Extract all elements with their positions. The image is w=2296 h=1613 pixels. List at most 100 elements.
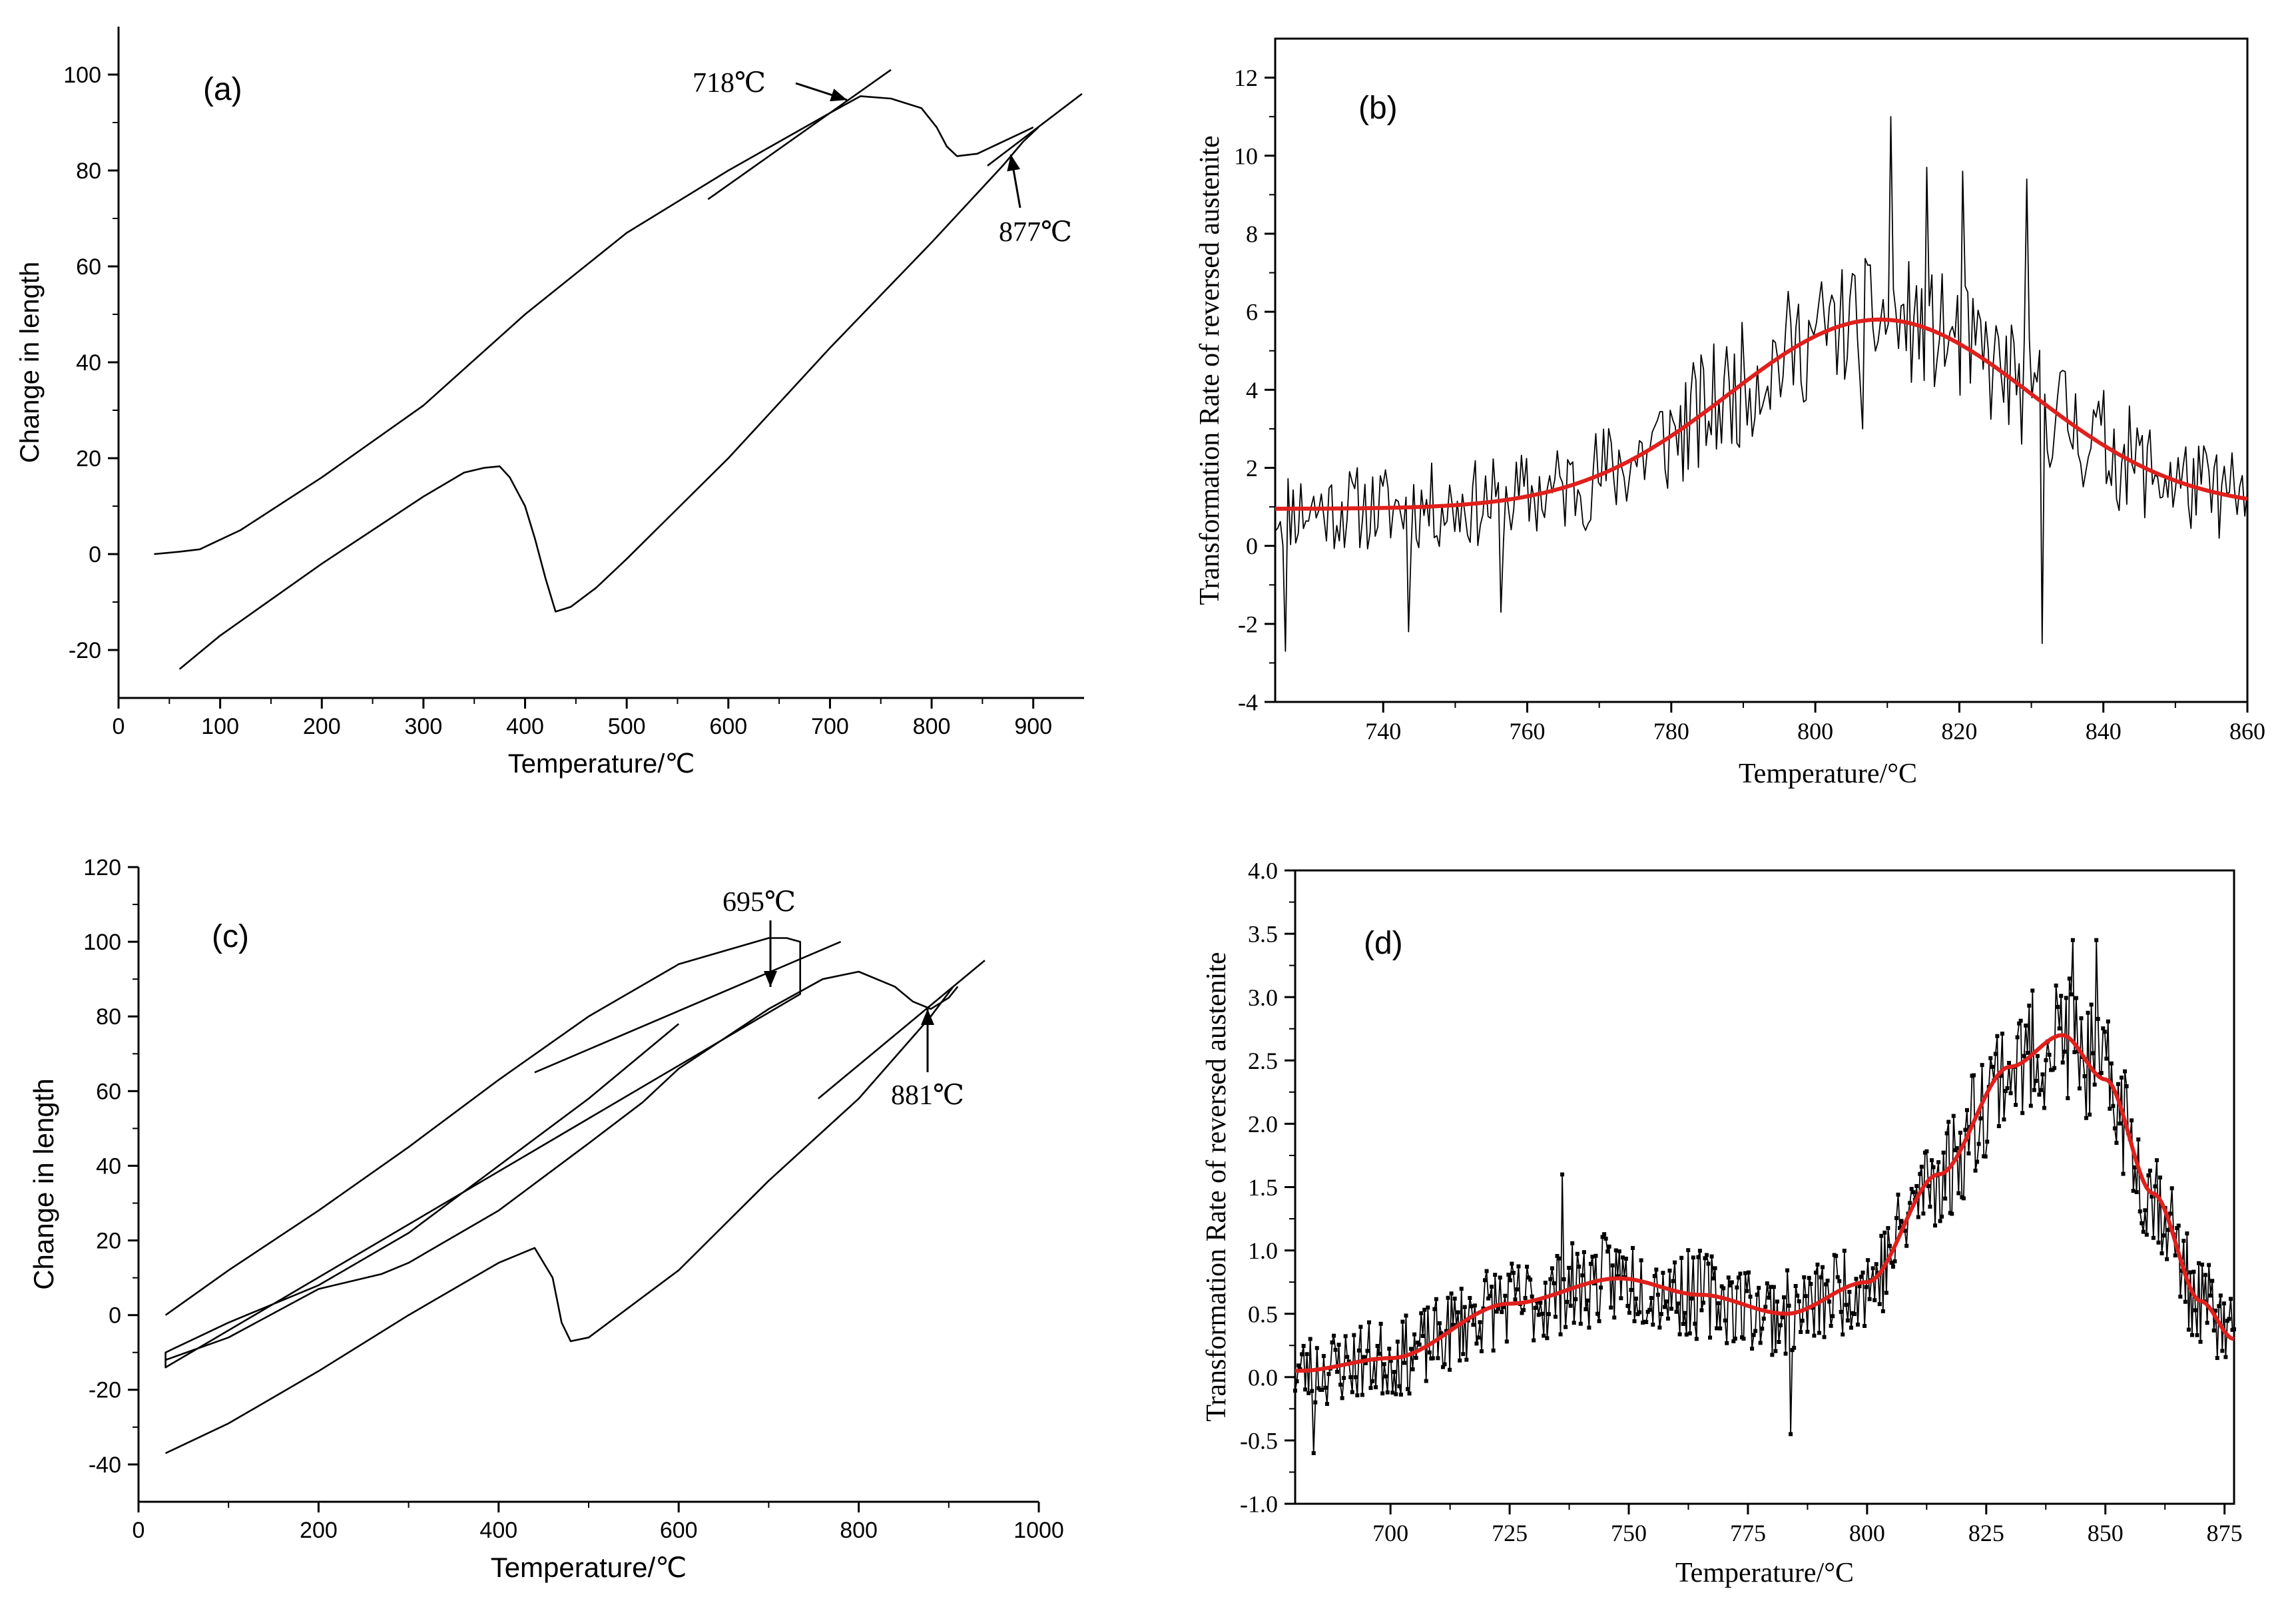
- raw-data-point: [1603, 1236, 1608, 1241]
- series-line-tangent-low: [534, 940, 842, 1074]
- raw-data-point: [1564, 1325, 1568, 1329]
- raw-data-point: [1578, 1321, 1583, 1326]
- y-tick-label: 4: [1246, 377, 1258, 404]
- raw-data-point: [1866, 1258, 1870, 1263]
- raw-data-point: [1911, 1190, 1916, 1195]
- raw-data-point: [1404, 1313, 1408, 1318]
- y-tick-label: 2.0: [1248, 1111, 1278, 1137]
- raw-data-point: [1993, 1052, 1998, 1056]
- raw-data-point: [1567, 1265, 1572, 1270]
- raw-data-point: [1419, 1311, 1424, 1315]
- annotation-label: 718℃: [693, 68, 766, 99]
- y-tick-label: 3.5: [1248, 921, 1278, 948]
- raw-data-point: [1412, 1332, 1417, 1337]
- raw-data-point: [1615, 1274, 1620, 1279]
- y-tick-label: -20: [69, 638, 101, 663]
- raw-data-point: [1346, 1359, 1351, 1364]
- raw-data-point: [1975, 1159, 1980, 1164]
- raw-data-point: [1750, 1347, 1755, 1351]
- raw-data-point: [1340, 1396, 1344, 1401]
- raw-data-point: [2077, 1086, 2082, 1091]
- raw-data-point: [1677, 1332, 1682, 1337]
- series-line-tangent-high: [817, 960, 986, 1100]
- raw-data-point: [2188, 1270, 2193, 1275]
- raw-data-point: [2044, 1058, 2048, 1062]
- raw-data-point: [1780, 1315, 1785, 1319]
- raw-data-point: [1807, 1275, 1811, 1280]
- raw-data-point: [1461, 1352, 1466, 1357]
- raw-data-point: [1835, 1275, 1840, 1279]
- raw-data-point: [1388, 1359, 1393, 1363]
- raw-data-point: [1837, 1279, 1842, 1283]
- raw-data-point: [1748, 1295, 1753, 1299]
- raw-data-point: [1803, 1294, 1808, 1299]
- raw-data-point: [1490, 1284, 1494, 1289]
- raw-data-point: [2181, 1239, 2186, 1243]
- raw-data-point: [1783, 1351, 1788, 1356]
- raw-data-point: [1716, 1301, 1721, 1305]
- raw-data-point: [1919, 1164, 1924, 1169]
- y-tick-label: 2: [1246, 455, 1258, 482]
- series-line-tangent-low: [707, 69, 892, 200]
- raw-data-point: [1973, 1168, 1978, 1173]
- raw-data-point: [1880, 1309, 1885, 1313]
- raw-data-point: [1789, 1432, 1793, 1437]
- raw-data-point: [2062, 1050, 2067, 1054]
- raw-data-point: [2120, 1076, 2124, 1080]
- raw-data-point: [1342, 1376, 1346, 1381]
- raw-data-point: [1845, 1318, 1850, 1323]
- y-tick-label: 20: [96, 1228, 121, 1253]
- raw-data-point: [1548, 1277, 1553, 1281]
- y-tick-label: -40: [89, 1452, 121, 1478]
- raw-data-point: [2208, 1293, 2213, 1298]
- raw-data-point: [1400, 1319, 1405, 1324]
- raw-data-point: [1469, 1304, 1474, 1309]
- y-tick-label: -2: [1238, 611, 1258, 637]
- x-tick-label: 600: [660, 1518, 698, 1543]
- raw-data-point: [1815, 1262, 1820, 1267]
- raw-data-point: [1565, 1299, 1570, 1304]
- raw-data-point: [1398, 1393, 1403, 1397]
- y-tick-label: 10: [1234, 143, 1258, 169]
- raw-data-point: [2030, 988, 2035, 993]
- raw-data-point: [1980, 1063, 1984, 1068]
- raw-data-point: [1360, 1393, 1364, 1397]
- y-tick-label: 100: [83, 930, 121, 955]
- raw-data-point: [1713, 1266, 1717, 1271]
- raw-data-point: [2020, 1111, 2025, 1116]
- raw-data-point: [1758, 1341, 1763, 1345]
- y-tick-label: 0: [1246, 533, 1258, 559]
- raw-data-point: [1568, 1303, 1573, 1308]
- panel-label: (b): [1358, 91, 1398, 126]
- raw-data-point: [1745, 1289, 1749, 1293]
- raw-data-point: [1330, 1340, 1334, 1345]
- y-tick-label: 8: [1246, 221, 1258, 248]
- raw-data-point: [1673, 1260, 1677, 1265]
- raw-data-point: [2134, 1190, 2139, 1195]
- raw-data-point: [2186, 1327, 2191, 1332]
- raw-data-point: [2220, 1349, 2225, 1353]
- raw-data-point: [2193, 1308, 2197, 1313]
- raw-data-point: [1686, 1248, 1691, 1253]
- raw-data-point: [2060, 1060, 2065, 1065]
- raw-data-point: [1704, 1253, 1709, 1257]
- raw-data-point: [1321, 1354, 1326, 1359]
- raw-data-point: [1555, 1253, 1560, 1258]
- raw-data-point: [1338, 1383, 1343, 1387]
- raw-data-point: [1324, 1402, 1329, 1407]
- raw-data-point: [1593, 1253, 1598, 1258]
- raw-data-point: [1362, 1355, 1366, 1359]
- raw-data-point: [1479, 1349, 1484, 1353]
- raw-data-point: [2161, 1233, 2166, 1238]
- raw-data-point: [2042, 1106, 2046, 1110]
- y-tick-label: 20: [76, 446, 101, 472]
- raw-data-point: [1366, 1320, 1371, 1325]
- raw-data-point: [2028, 1104, 2033, 1108]
- series-line-heating-2: [165, 970, 959, 1361]
- raw-data-point: [1896, 1192, 1900, 1197]
- raw-data-point: [1574, 1297, 1578, 1301]
- y-tick-label: 100: [63, 63, 101, 88]
- raw-data-point: [1946, 1120, 1951, 1124]
- raw-data-point: [2175, 1225, 2179, 1230]
- raw-data-point: [2143, 1208, 2148, 1213]
